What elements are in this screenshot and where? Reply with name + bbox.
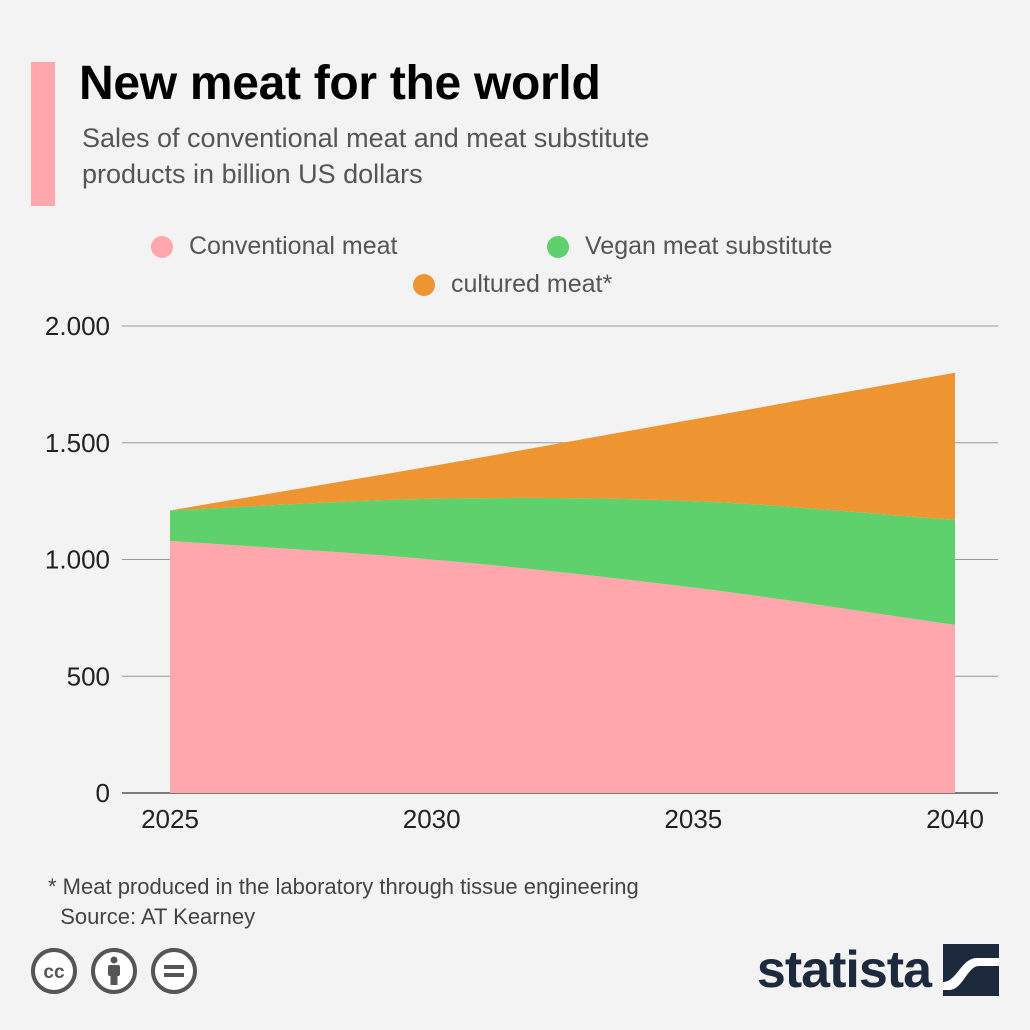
statista-logo[interactable]: statista — [757, 940, 999, 1000]
legend-swatch-cultured — [413, 273, 435, 296]
footnote-text: * Meat produced in the laboratory throug… — [48, 874, 639, 899]
legend-label-conventional: Conventional meat — [189, 232, 398, 260]
legend-label-cultured: cultured meat* — [451, 270, 613, 298]
area-conventional-meat — [170, 540, 955, 793]
source-text: Source: AT Kearney — [60, 904, 256, 929]
chart-title: New meat for the world — [79, 57, 601, 110]
x-tick-label: 2025 — [141, 804, 199, 834]
chart-subtitle: Sales of conventional meat and meat subs… — [82, 123, 650, 189]
y-tick-label: 2.000 — [45, 311, 110, 341]
license-icons: cc — [30, 947, 198, 995]
x-tick-label: 2040 — [926, 804, 984, 834]
y-tick-label: 500 — [67, 661, 110, 691]
x-tick-label: 2030 — [403, 804, 461, 834]
footnote: * Meat produced in the laboratory throug… — [48, 872, 639, 932]
creative-commons-icon[interactable]: cc — [30, 947, 78, 995]
attribution-icon[interactable] — [90, 947, 138, 995]
legend-item-vegan: Vegan meat substitute — [547, 232, 832, 261]
legend-swatch-conventional — [151, 235, 173, 258]
area-cultured-meat — [170, 372, 955, 520]
y-tick-label: 1.000 — [45, 545, 110, 575]
x-tick-label: 2035 — [664, 804, 722, 834]
area-vegan-meat-substitute — [170, 497, 955, 625]
legend-label-vegan: Vegan meat substitute — [585, 232, 833, 260]
legend-item-conventional: Conventional meat — [151, 232, 397, 261]
no-derivatives-icon[interactable] — [150, 947, 198, 995]
statista-mark-icon — [943, 944, 999, 996]
legend-item-cultured: cultured meat* — [413, 270, 612, 299]
y-tick-label: 1.500 — [45, 428, 110, 458]
legend-swatch-vegan — [547, 235, 569, 258]
brand-name: statista — [756, 941, 932, 999]
svg-text:cc: cc — [43, 962, 65, 983]
y-tick-label: 0 — [96, 778, 110, 808]
accent-bar — [31, 62, 55, 206]
